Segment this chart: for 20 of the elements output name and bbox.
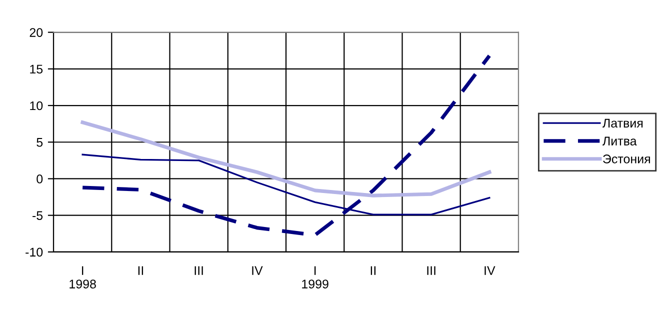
y-tick-label: -5 — [32, 211, 43, 220]
x-tick-label: II — [138, 266, 144, 275]
x-tick-label: I 1999 — [302, 266, 328, 288]
y-tick-label: 20 — [30, 28, 43, 37]
legend-label: Латвия — [602, 118, 643, 128]
x-tick-label: III — [194, 266, 203, 275]
x-tick-label: IV — [252, 266, 263, 275]
y-tick-label: 15 — [30, 64, 43, 74]
x-tick-label: IV — [484, 266, 496, 275]
x-tick-label: III — [427, 266, 436, 275]
y-tick-label: -10 — [26, 248, 43, 257]
line-series — [80, 120, 492, 198]
legend-label: Эстония — [603, 154, 650, 164]
y-tick-label: 0 — [36, 174, 43, 184]
line-series — [80, 54, 492, 237]
x-tick-label: II — [370, 266, 376, 275]
y-tick-label: 10 — [30, 101, 43, 110]
legend-label: Литва — [602, 136, 637, 146]
x-tick-label: I 1998 — [70, 266, 96, 288]
y-tick-label: 5 — [36, 138, 43, 147]
